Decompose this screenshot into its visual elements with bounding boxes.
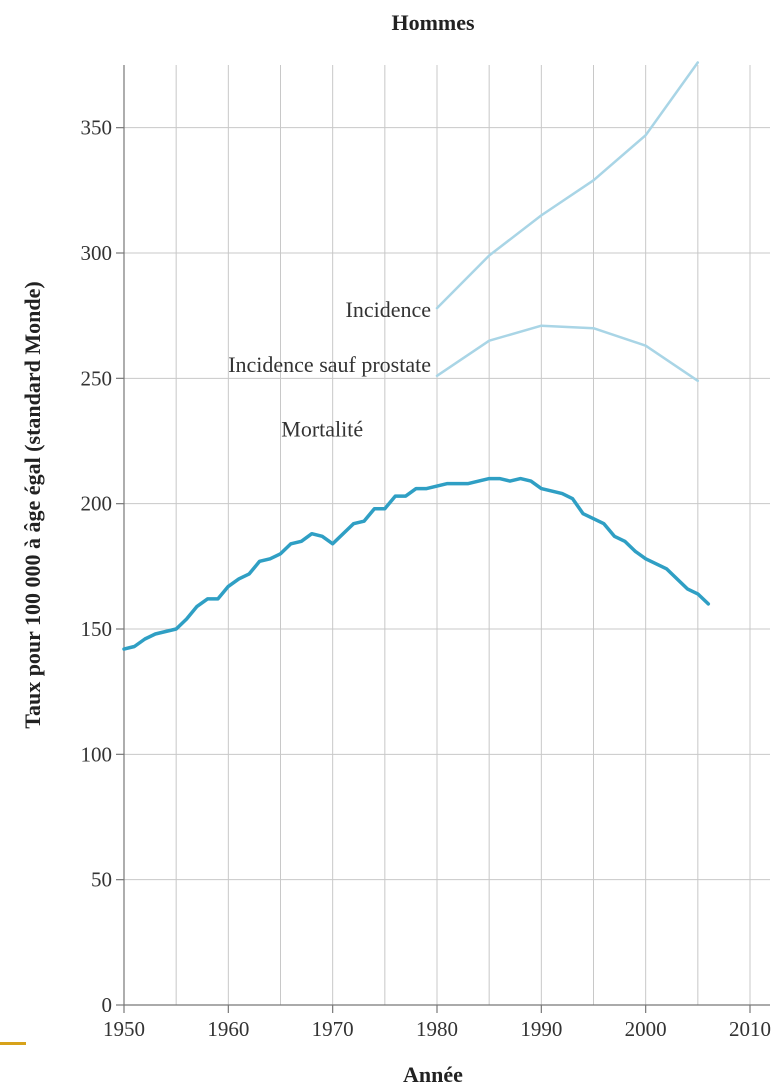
x-tick-label: 2010 — [729, 1017, 771, 1041]
series-line-incidence-sauf-prostate — [435, 324, 700, 383]
y-tick-label: 350 — [81, 116, 113, 140]
y-tick-label: 200 — [81, 492, 113, 516]
y-tick-label: 300 — [81, 241, 113, 265]
series-label-mortalite: Mortalité — [281, 416, 363, 441]
axis-layer: 0 50 100 150 200 250 300 350 1950 1960 1970 1980 199… — [81, 65, 771, 1041]
chart-title: Hommes — [391, 10, 475, 35]
series-line-mortalite — [122, 476, 711, 651]
y-tick-label: 250 — [81, 366, 113, 390]
x-tick-label: 1960 — [207, 1017, 249, 1041]
x-tick-label: 1970 — [312, 1017, 354, 1041]
series-label-incidence: Incidence — [346, 297, 432, 322]
x-tick-label: 1950 — [103, 1017, 145, 1041]
y-tick-label: 100 — [81, 742, 113, 766]
y-tick-label: 0 — [102, 993, 113, 1017]
series-line-incidence — [435, 61, 700, 310]
grid-layer — [124, 65, 770, 1005]
series-label-incidence-sauf-prostate: Incidence sauf prostate — [228, 352, 431, 377]
label-layer: Incidence Incidence sauf prostate Mortalit… — [228, 297, 431, 441]
x-tick-label: 2000 — [625, 1017, 667, 1041]
x-tick-label: 1980 — [416, 1017, 458, 1041]
y-tick-label: 50 — [91, 868, 112, 892]
x-axis-title: Année — [403, 1062, 463, 1087]
series-layer — [122, 61, 711, 651]
x-tick-label: 1990 — [520, 1017, 562, 1041]
y-axis-title: Taux pour 100 000 à âge égal (standard M… — [20, 281, 45, 728]
slide-corner-accent — [0, 1042, 26, 1045]
y-tick-label: 150 — [81, 617, 113, 641]
